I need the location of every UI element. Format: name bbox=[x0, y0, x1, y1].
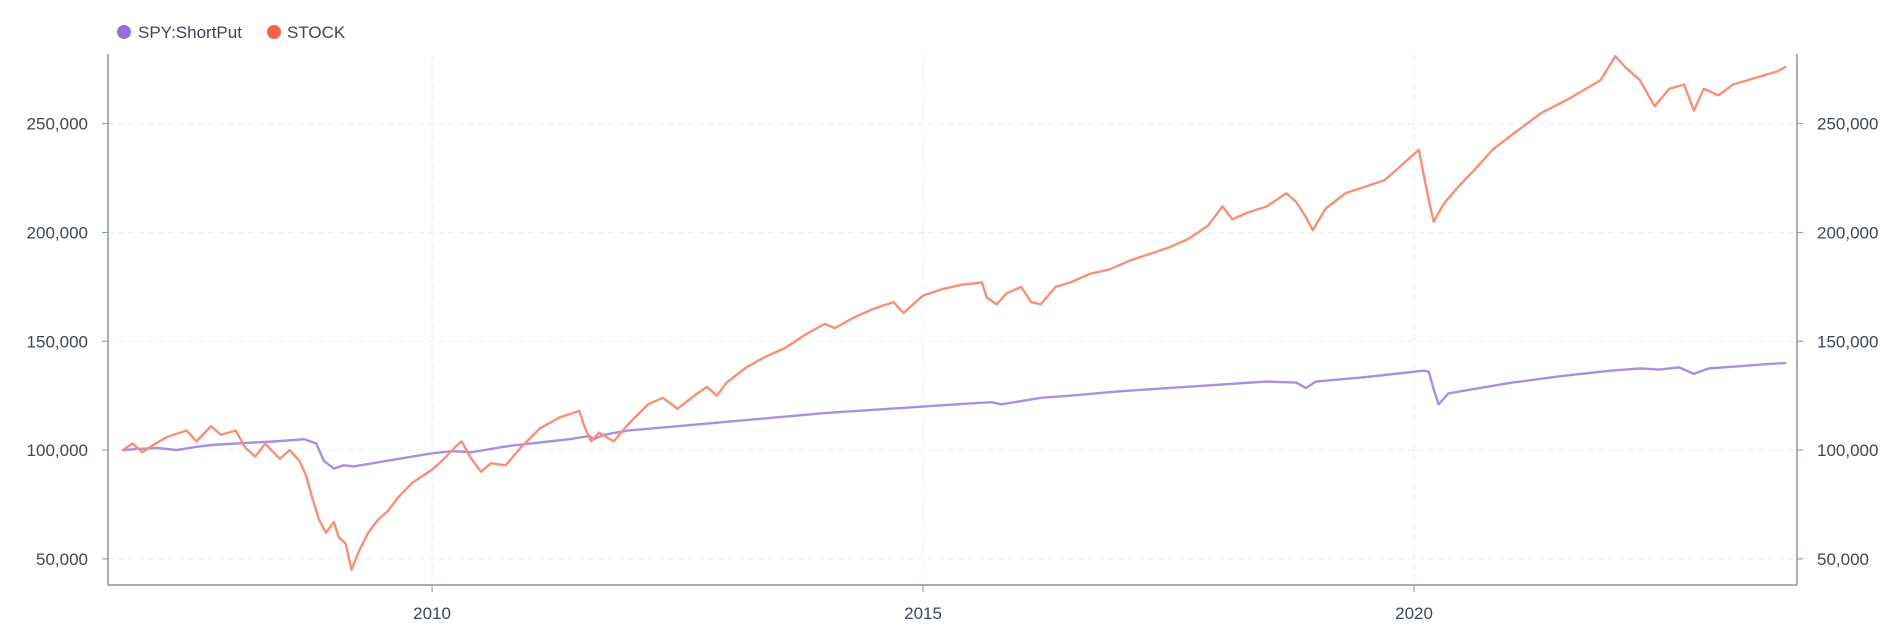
y-tick-label-left: 200,000 bbox=[27, 223, 88, 242]
axes bbox=[107, 54, 1798, 586]
y-tick-label-left: 150,000 bbox=[27, 332, 88, 351]
y-tick-label-right: 200,000 bbox=[1817, 223, 1878, 242]
legend-item-shortput[interactable]: SPY:ShortPut bbox=[117, 23, 242, 42]
y-tick-label-left: 250,000 bbox=[27, 115, 88, 134]
y-axis-right: 50,000 100,000 150,000 200,000 250,000 bbox=[1797, 115, 1878, 569]
y-tick-label-left: 100,000 bbox=[27, 441, 88, 460]
legend-label-shortput: SPY:ShortPut bbox=[138, 23, 242, 42]
legend: SPY:ShortPut STOCK bbox=[117, 23, 346, 42]
y-tick-label-right: 100,000 bbox=[1817, 441, 1878, 460]
y-tick-label-right: 150,000 bbox=[1817, 332, 1878, 351]
y-axis-left: 50,000 100,000 150,000 200,000 250,000 bbox=[27, 115, 108, 569]
series-line-spy-shortput[interactable] bbox=[121, 361, 1787, 470]
y-tick-label-left: 50,000 bbox=[36, 550, 88, 569]
series-layer bbox=[121, 54, 1787, 571]
x-axis: 2010 2015 2020 bbox=[413, 585, 1433, 623]
gridlines bbox=[108, 54, 1797, 585]
x-tick-label: 2010 bbox=[413, 604, 451, 623]
legend-item-stock[interactable]: STOCK bbox=[267, 23, 346, 42]
y-tick-label-right: 50,000 bbox=[1817, 550, 1869, 569]
legend-label-stock: STOCK bbox=[287, 23, 346, 42]
y-tick-label-right: 250,000 bbox=[1817, 115, 1878, 134]
x-tick-label: 2020 bbox=[1395, 604, 1433, 623]
legend-marker-stock bbox=[267, 25, 281, 39]
x-tick-label: 2015 bbox=[904, 604, 942, 623]
legend-marker-shortput bbox=[117, 25, 131, 39]
series-line-stock[interactable] bbox=[121, 54, 1787, 571]
